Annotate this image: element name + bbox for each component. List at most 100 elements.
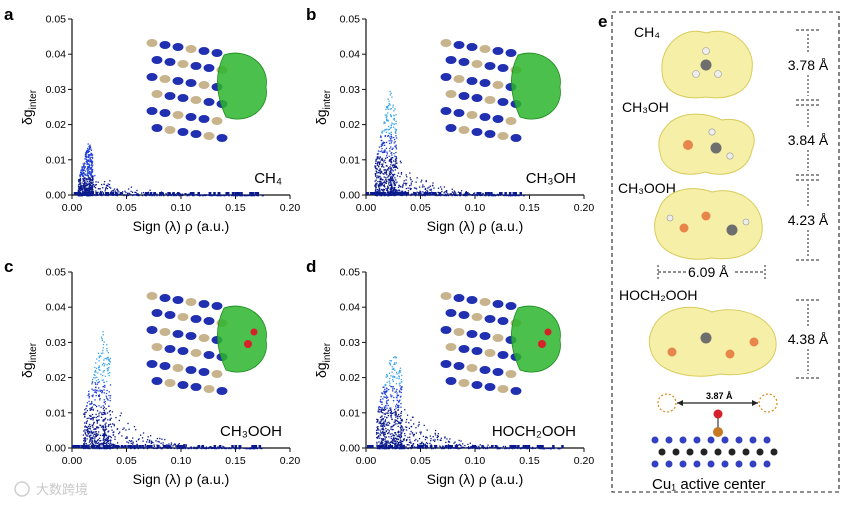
scatter-point	[180, 445, 183, 448]
scatter-point	[441, 447, 443, 450]
scatter-point	[384, 393, 387, 395]
scatter-point	[419, 443, 422, 445]
scatter-point	[394, 155, 396, 157]
scatter-point	[400, 436, 403, 438]
scatter-point	[181, 193, 184, 195]
scatter-point	[403, 438, 405, 440]
scatter-point	[394, 419, 396, 421]
scatter-point	[402, 430, 404, 432]
scatter-point	[128, 440, 131, 442]
scatter-point	[387, 194, 389, 197]
scatter-point	[384, 169, 387, 171]
scatter-point	[393, 388, 395, 390]
scatter-point	[231, 445, 234, 448]
scatter-point	[376, 436, 378, 439]
scatter-point	[95, 405, 98, 408]
scatter-point	[382, 184, 385, 187]
cage-atom-icon	[479, 332, 491, 340]
scatter-point	[197, 192, 200, 195]
cage-atom-icon	[203, 385, 215, 393]
scatter-point	[84, 155, 86, 158]
scatter-point	[87, 149, 89, 152]
scatter-point	[81, 182, 83, 184]
scatter-point	[138, 438, 140, 440]
scatter-point	[390, 176, 392, 179]
scatter-point	[97, 194, 99, 196]
scatter-point	[407, 447, 409, 450]
scatter-point	[92, 168, 94, 171]
scatter-point	[387, 432, 390, 434]
scatter-point	[88, 183, 90, 185]
scatter-point	[91, 176, 93, 178]
scatter-point	[87, 427, 89, 430]
scatter-point	[415, 188, 418, 190]
scatter-point	[104, 357, 106, 360]
scatter-point	[87, 171, 89, 173]
scatter-point	[91, 445, 94, 448]
scatter-point	[103, 435, 105, 437]
scatter-point	[105, 433, 107, 436]
scatter-point	[430, 437, 432, 440]
scatter-point	[186, 194, 188, 197]
scatter-point	[411, 416, 414, 419]
scatter-point	[167, 192, 171, 195]
scatter-point	[488, 194, 490, 197]
scatter-point	[405, 440, 408, 442]
scatter-point	[385, 384, 387, 386]
scatter-point	[93, 377, 95, 379]
scatter-point	[396, 437, 398, 440]
scatter-point	[393, 119, 396, 121]
panel-e: e CH₄ CH₃OH CH₃OOH	[598, 12, 829, 493]
scatter-point	[402, 192, 405, 195]
scatter-point	[92, 164, 94, 166]
scatter-point	[560, 447, 562, 449]
scatter-point	[155, 440, 157, 442]
scatter-point	[246, 194, 248, 197]
scatter-point	[380, 139, 382, 142]
scatter-point	[94, 194, 96, 196]
scatter-point	[103, 434, 105, 436]
scatter-point	[97, 188, 100, 190]
scatter-point	[226, 192, 230, 195]
scatter-point	[89, 157, 91, 159]
scatter-point	[439, 446, 442, 448]
scatter-point	[95, 183, 97, 186]
scatter-point	[89, 409, 91, 411]
scatter-point	[88, 148, 91, 150]
scatter-point	[380, 409, 382, 411]
scatter-point	[91, 437, 93, 440]
scatter-point	[474, 447, 477, 449]
ch4-hydrogen-icon	[702, 47, 710, 55]
scatter-point	[225, 447, 227, 450]
scatter-point	[85, 421, 88, 423]
scatter-point	[91, 436, 94, 439]
scatter-point	[228, 194, 230, 197]
scatter-point	[89, 180, 91, 183]
scatter-point	[92, 389, 94, 391]
scatter-point	[392, 104, 394, 106]
scatter-point	[484, 192, 488, 195]
scatter-point	[390, 146, 392, 148]
scatter-point	[90, 438, 92, 441]
scatter-point	[231, 194, 233, 197]
scatter-point	[388, 102, 390, 105]
hoch2ooh-oxygen-icon	[725, 349, 735, 359]
scatter-point	[453, 191, 455, 194]
scatter-point	[377, 176, 380, 178]
scatter-point	[86, 187, 88, 189]
scatter-point	[424, 438, 427, 441]
scatter-point	[92, 447, 94, 450]
scatter-point	[118, 191, 120, 193]
scatter-point	[98, 368, 100, 371]
scatter-point	[394, 190, 397, 192]
scatter-point	[441, 190, 443, 193]
scatter-point	[407, 436, 409, 439]
scatter-point	[108, 394, 110, 397]
scatter-points	[366, 90, 525, 197]
scatter-point	[404, 435, 406, 437]
scatter-point	[378, 411, 380, 413]
cage-atom-icon	[211, 49, 223, 57]
scatter-point	[84, 432, 86, 435]
scatter-point	[105, 358, 108, 360]
scatter-point	[429, 445, 433, 448]
